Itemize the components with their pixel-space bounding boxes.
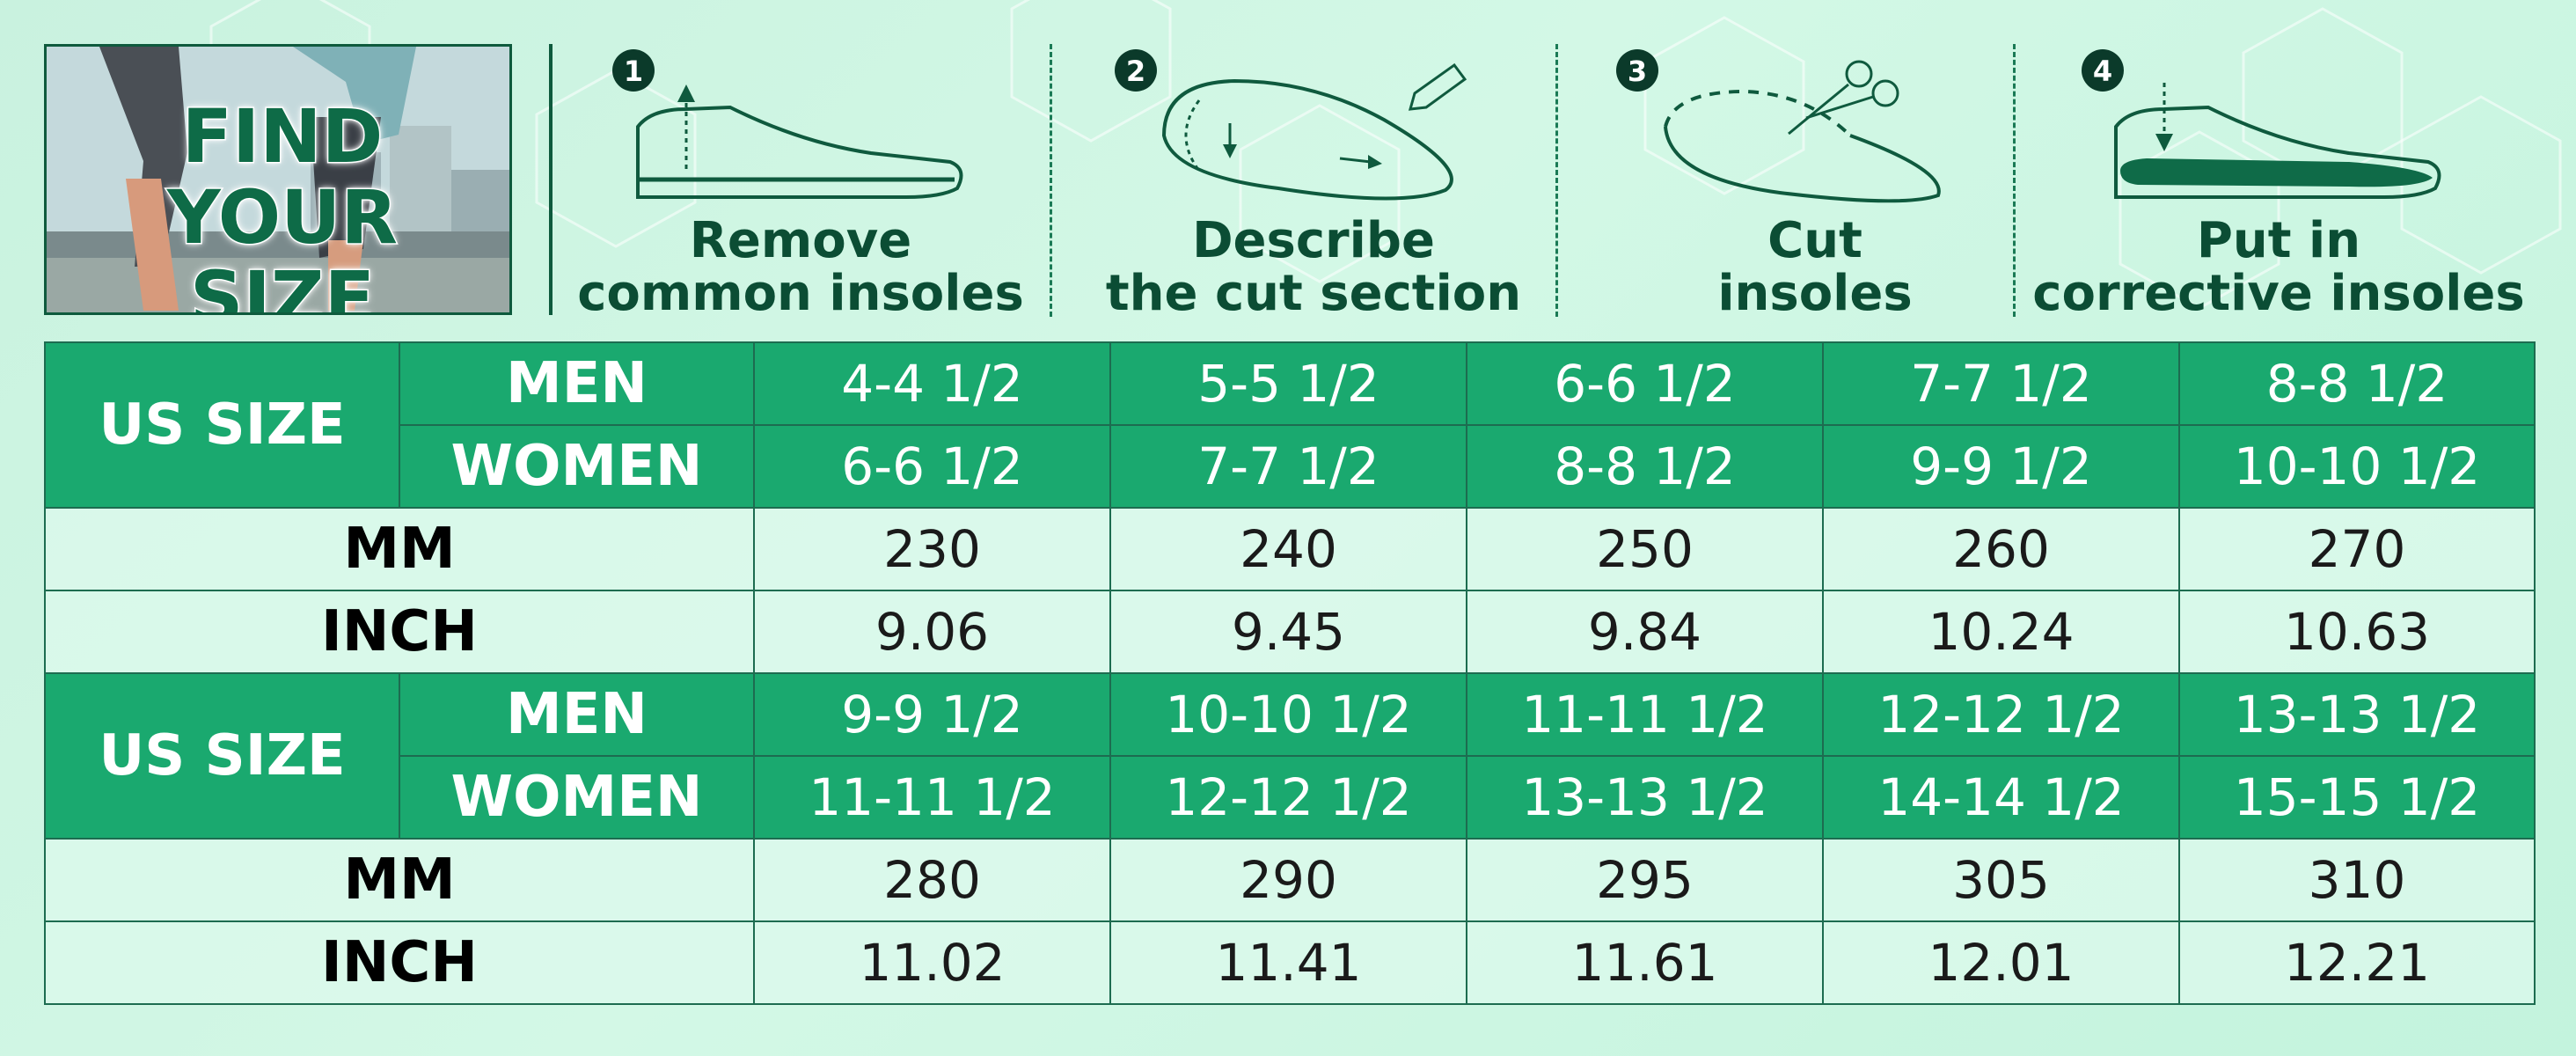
table-cell: 11.41 <box>1109 920 1467 1005</box>
table-cell: 295 <box>1466 838 1824 922</box>
step-label-line1: Describe <box>1192 212 1435 269</box>
table-cell: 305 <box>1822 838 2180 922</box>
us-size-label: US SIZE <box>44 672 400 840</box>
table-cell: 12.01 <box>1822 920 2180 1005</box>
women-label: WOMEN <box>399 424 755 509</box>
table-cell: 15-15 1/2 <box>2178 755 2536 840</box>
table-cell: 10.24 <box>1822 590 2180 674</box>
banner-title-line1: FIND YOUR <box>165 93 399 260</box>
step-label-line2: insoles <box>1717 265 1913 322</box>
table-cell: 12-12 1/2 <box>1109 755 1467 840</box>
us-size-label: US SIZE <box>44 341 400 509</box>
table-cell: 240 <box>1109 507 1467 591</box>
women-label: WOMEN <box>399 755 755 840</box>
banner-title: FIND YOUR SIZE <box>71 93 494 315</box>
table-cell: 11-11 1/2 <box>1466 672 1824 757</box>
table-cell: 9-9 1/2 <box>1822 424 2180 509</box>
size-chart-table: US SIZE MEN 4-4 1/2 5-5 1/2 6-6 1/2 7-7 … <box>44 341 2536 1005</box>
shoe-insert-insole-icon: 4 <box>2082 49 2441 199</box>
table-cell: 13-13 1/2 <box>2178 672 2536 757</box>
table-cell: 6-6 1/2 <box>1466 341 1824 426</box>
step-label: Describe the cut section <box>1067 215 1560 320</box>
step-label-line1: Remove <box>689 212 912 269</box>
table-cell: 10.63 <box>2178 590 2536 674</box>
table-row-men: US SIZE MEN 9-9 1/2 10-10 1/2 11-11 1/2 … <box>44 672 2536 840</box>
table-cell: 7-7 1/2 <box>1822 341 2180 426</box>
table-cell: 260 <box>1822 507 2180 591</box>
table-cell: 12.21 <box>2178 920 2536 1005</box>
shoe-remove-insole-icon: 1 <box>612 49 963 199</box>
mm-label: MM <box>44 507 755 591</box>
table-cell: 4-4 1/2 <box>753 341 1111 426</box>
table-cell: 12-12 1/2 <box>1822 672 2180 757</box>
step-cut-insoles: 3 Cut insoles <box>1569 39 2061 320</box>
table-cell: 13-13 1/2 <box>1466 755 1824 840</box>
step-number: 2 <box>1126 55 1145 88</box>
table-cell: 9.84 <box>1466 590 1824 674</box>
men-label: MEN <box>399 672 755 757</box>
step-label-line1: Put in <box>2196 212 2361 269</box>
table-cell: 11.61 <box>1466 920 1824 1005</box>
step-divider <box>1555 44 1558 317</box>
insole-draw-icon: 2 <box>1115 49 1467 201</box>
step-number: 1 <box>624 55 643 88</box>
step-label-line2: common insoles <box>577 265 1024 322</box>
table-cell: 6-6 1/2 <box>753 424 1111 509</box>
table-cell: 8-8 1/2 <box>2178 341 2536 426</box>
step-remove-insoles: 1 Remove common insoles <box>554 39 1047 320</box>
step-label-line2: corrective insoles <box>2032 265 2525 322</box>
step-label-line1: Cut <box>1767 212 1862 269</box>
table-cell: 14-14 1/2 <box>1822 755 2180 840</box>
table-row-mm: MM 230 240 250 260 270 <box>44 507 2536 591</box>
table-cell: 7-7 1/2 <box>1109 424 1467 509</box>
table-row-men: US SIZE MEN 4-4 1/2 5-5 1/2 6-6 1/2 7-7 … <box>44 341 2536 509</box>
table-cell: 5-5 1/2 <box>1109 341 1467 426</box>
table-row-inch: INCH 11.02 11.41 11.61 12.01 12.21 <box>44 920 2536 1005</box>
step-put-in-insoles: 4 Put in corrective insoles <box>2032 39 2525 320</box>
table-row-inch: INCH 9.06 9.45 9.84 10.24 10.63 <box>44 590 2536 674</box>
table-row-mm: MM 280 290 295 305 310 <box>44 838 2536 922</box>
table-cell: 310 <box>2178 838 2536 922</box>
table-cell: 11.02 <box>753 920 1111 1005</box>
vertical-divider <box>549 44 553 315</box>
inch-label: INCH <box>44 590 755 674</box>
mm-label: MM <box>44 838 755 922</box>
table-cell: 10-10 1/2 <box>2178 424 2536 509</box>
table-cell: 230 <box>753 507 1111 591</box>
step-label: Cut insoles <box>1569 215 2061 320</box>
table-row-women: WOMEN 11-11 1/2 12-12 1/2 13-13 1/2 14-1… <box>45 755 2536 840</box>
table-cell: 280 <box>753 838 1111 922</box>
step-label: Remove common insoles <box>554 215 1047 320</box>
table-row-women: WOMEN 6-6 1/2 7-7 1/2 8-8 1/2 9-9 1/2 10… <box>45 424 2536 509</box>
inch-label: INCH <box>44 920 755 1005</box>
step-number: 4 <box>2093 55 2112 88</box>
table-cell: 11-11 1/2 <box>753 755 1111 840</box>
step-label: Put in corrective insoles <box>2032 215 2525 320</box>
table-cell: 9.06 <box>753 590 1111 674</box>
table-cell: 8-8 1/2 <box>1466 424 1824 509</box>
step-describe-cut: 2 Describe the cut section <box>1067 39 1560 320</box>
step-divider <box>2013 44 2016 317</box>
banner-title-line2: SIZE <box>188 255 376 315</box>
table-cell: 250 <box>1466 507 1824 591</box>
find-your-size-banner: FIND YOUR SIZE <box>44 44 512 315</box>
table-cell: 270 <box>2178 507 2536 591</box>
step-divider <box>1050 44 1052 317</box>
table-cell: 290 <box>1109 838 1467 922</box>
men-label: MEN <box>399 341 755 426</box>
table-cell: 9.45 <box>1109 590 1467 674</box>
scissors-cut-icon: 3 <box>1616 49 1941 203</box>
table-cell: 9-9 1/2 <box>753 672 1111 757</box>
step-number: 3 <box>1628 55 1647 88</box>
step-label-line2: the cut section <box>1105 265 1522 322</box>
table-cell: 10-10 1/2 <box>1109 672 1467 757</box>
runners-photo <box>47 47 509 312</box>
